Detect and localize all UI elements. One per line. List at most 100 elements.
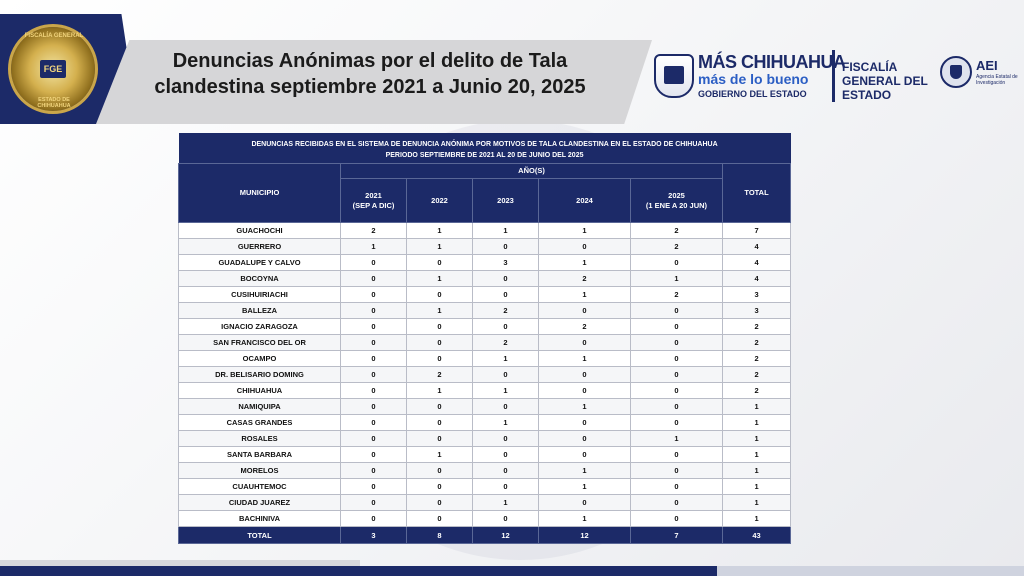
table-row: SAN FRANCISCO DEL OR 0 0 2 0 0 2 [178, 334, 792, 351]
cell-count: 2 [630, 238, 723, 255]
table-caption-row-2: PERIODO SEPTIEMBRE DE 2021 AL 20 DE JUNI… [178, 151, 791, 164]
cell-total: 1 [721, 446, 792, 463]
col-header-total: TOTAL [721, 163, 792, 223]
table-caption-line1: DENUNCIAS RECIBIDAS EN EL SISTEMA DE DEN… [178, 133, 791, 151]
cell-count: 1 [538, 254, 631, 271]
cell-count: 0 [406, 350, 473, 367]
cell-municipio: CHIHUAHUA [178, 382, 341, 399]
cell-count: 2 [538, 318, 631, 335]
cell-total: 1 [721, 510, 792, 527]
col-header-2021-sub: (SEP A DIC) [352, 200, 395, 210]
cell-total: 7 [721, 222, 792, 239]
aei-title: AEI [976, 58, 998, 73]
cell-total: 4 [721, 270, 792, 287]
col-header-2021-year: 2021 [365, 190, 382, 200]
cell-count: 0 [538, 334, 631, 351]
cell-municipio: MORELOS [178, 462, 341, 479]
aei-seal-icon [940, 56, 972, 88]
totals-cell: 43 [721, 526, 792, 544]
table-row: DR. BELISARIO DOMING 0 2 0 0 0 2 [178, 366, 792, 383]
table-row: OCAMPO 0 0 1 1 0 2 [178, 350, 792, 367]
table-row: MORELOS 0 0 0 1 0 1 [178, 462, 792, 479]
table-row: CASAS GRANDES 0 0 1 0 0 1 [178, 414, 792, 431]
cell-count: 1 [538, 510, 631, 527]
cell-count: 1 [406, 446, 473, 463]
chihuahua-shield-icon [654, 54, 694, 98]
cell-count: 0 [630, 254, 723, 271]
cell-count: 0 [472, 430, 539, 447]
cell-count: 0 [406, 254, 473, 271]
cell-count: 0 [340, 462, 407, 479]
cell-count: 0 [630, 414, 723, 431]
table-row: ROSALES 0 0 0 0 1 1 [178, 430, 792, 447]
cell-municipio: GUACHOCHI [178, 222, 341, 239]
cell-count: 0 [340, 430, 407, 447]
cell-count: 0 [472, 462, 539, 479]
fge-seal-logo: FISCALÍA GENERAL FGE ESTADO DE CHIHUAHUA [8, 24, 98, 114]
col-header-2025-sub: (1 ENE A 20 JUN) [645, 200, 708, 210]
cell-municipio: GUADALUPE Y CALVO [178, 254, 341, 271]
table-row: CUAUHTEMOC 0 0 0 1 0 1 [178, 478, 792, 495]
brand-gobierno: GOBIERNO DEL ESTADO [698, 89, 807, 99]
col-header-2024: 2024 [538, 178, 631, 223]
cell-count: 1 [538, 350, 631, 367]
page-title: Denuncias Anónimas por el delito de Tala… [120, 48, 620, 100]
cell-count: 1 [406, 382, 473, 399]
cell-count: 2 [538, 270, 631, 287]
cell-total: 4 [721, 238, 792, 255]
denuncias-table-container: DENUNCIAS RECIBIDAS EN EL SISTEMA DE DEN… [178, 133, 792, 544]
cell-count: 0 [406, 478, 473, 495]
cell-municipio: CASAS GRANDES [178, 414, 341, 431]
cell-count: 1 [406, 238, 473, 255]
cell-count: 1 [538, 462, 631, 479]
cell-count: 2 [472, 302, 539, 319]
footer-band [0, 566, 1024, 576]
cell-total: 1 [721, 478, 792, 495]
cell-count: 0 [538, 414, 631, 431]
cell-municipio: GUERRERO [178, 238, 341, 255]
cell-total: 3 [721, 286, 792, 303]
col-header-anios: AÑO(S) [340, 163, 723, 179]
cell-count: 1 [472, 494, 539, 511]
cell-count: 2 [630, 286, 723, 303]
cell-count: 0 [538, 446, 631, 463]
table-row: BOCOYNA 0 1 0 2 1 4 [178, 270, 792, 287]
seal-center-text: FGE [40, 60, 66, 78]
cell-count: 1 [472, 350, 539, 367]
cell-count: 1 [538, 398, 631, 415]
brand-tagline: más de lo bueno [698, 71, 809, 87]
cell-count: 3 [472, 254, 539, 271]
cell-total: 1 [721, 414, 792, 431]
cell-municipio: CUAUHTEMOC [178, 478, 341, 495]
cell-municipio: CUSIHUIRIACHI [178, 286, 341, 303]
cell-count: 0 [406, 510, 473, 527]
table-row: NAMIQUIPA 0 0 0 1 0 1 [178, 398, 792, 415]
cell-count: 0 [340, 254, 407, 271]
cell-count: 0 [340, 366, 407, 383]
cell-count: 0 [406, 318, 473, 335]
cell-count: 0 [538, 382, 631, 399]
cell-count: 1 [340, 238, 407, 255]
cell-count: 1 [406, 270, 473, 287]
cell-count: 1 [472, 222, 539, 239]
cell-total: 2 [721, 334, 792, 351]
cell-count: 0 [472, 510, 539, 527]
page-title-line2: clandestina septiembre 2021 a Junio 20, … [154, 76, 586, 98]
cell-count: 0 [406, 430, 473, 447]
cell-count: 0 [630, 382, 723, 399]
cell-count: 0 [538, 302, 631, 319]
cell-count: 0 [630, 366, 723, 383]
cell-count: 0 [340, 494, 407, 511]
header-title-band [96, 40, 652, 124]
cell-total: 1 [721, 494, 792, 511]
cell-count: 1 [630, 430, 723, 447]
brand-fiscalia: FISCALÍA GENERAL DEL ESTADO [842, 60, 928, 102]
totals-cell: 7 [630, 526, 723, 544]
cell-count: 0 [340, 286, 407, 303]
table-caption-row: DENUNCIAS RECIBIDAS EN EL SISTEMA DE DEN… [178, 133, 791, 151]
cell-count: 0 [630, 446, 723, 463]
cell-count: 1 [406, 302, 473, 319]
cell-municipio: SAN FRANCISCO DEL OR [178, 334, 341, 351]
cell-count: 0 [538, 366, 631, 383]
denuncias-table: DENUNCIAS RECIBIDAS EN EL SISTEMA DE DEN… [178, 133, 792, 544]
